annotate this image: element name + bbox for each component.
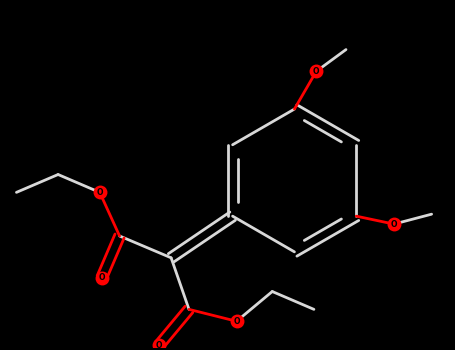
Text: O: O (98, 273, 105, 282)
Text: O: O (391, 219, 397, 229)
Text: O: O (313, 67, 319, 76)
Text: O: O (233, 317, 240, 326)
Text: O: O (156, 341, 162, 350)
Text: O: O (96, 188, 103, 197)
